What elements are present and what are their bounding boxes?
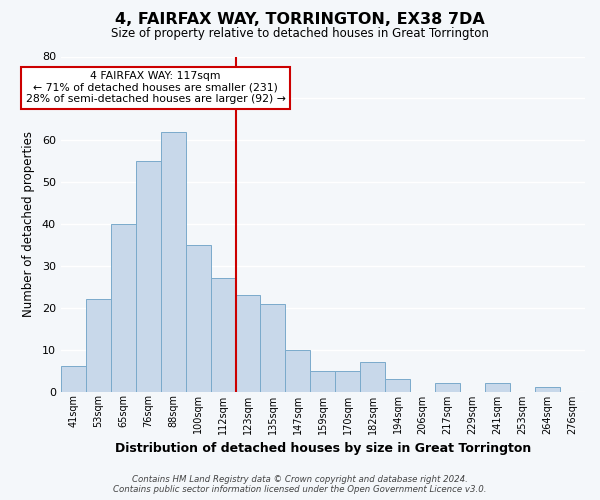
Bar bbox=[485, 383, 510, 392]
Text: 4, FAIRFAX WAY, TORRINGTON, EX38 7DA: 4, FAIRFAX WAY, TORRINGTON, EX38 7DA bbox=[115, 12, 485, 28]
Bar bbox=[286, 350, 310, 392]
Bar bbox=[385, 379, 410, 392]
Text: 4 FAIRFAX WAY: 117sqm
← 71% of detached houses are smaller (231)
28% of semi-det: 4 FAIRFAX WAY: 117sqm ← 71% of detached … bbox=[26, 71, 286, 104]
Bar bbox=[535, 388, 560, 392]
Bar bbox=[435, 383, 460, 392]
Bar bbox=[335, 370, 361, 392]
Y-axis label: Number of detached properties: Number of detached properties bbox=[22, 131, 35, 317]
Text: Size of property relative to detached houses in Great Torrington: Size of property relative to detached ho… bbox=[111, 28, 489, 40]
Bar bbox=[136, 161, 161, 392]
Text: Contains HM Land Registry data © Crown copyright and database right 2024.
Contai: Contains HM Land Registry data © Crown c… bbox=[113, 474, 487, 494]
Bar bbox=[211, 278, 236, 392]
Bar bbox=[161, 132, 185, 392]
Bar bbox=[310, 370, 335, 392]
Bar bbox=[61, 366, 86, 392]
Bar bbox=[236, 295, 260, 392]
Bar bbox=[185, 245, 211, 392]
Bar bbox=[361, 362, 385, 392]
Bar bbox=[111, 224, 136, 392]
Bar bbox=[260, 304, 286, 392]
X-axis label: Distribution of detached houses by size in Great Torrington: Distribution of detached houses by size … bbox=[115, 442, 531, 455]
Bar bbox=[86, 300, 111, 392]
